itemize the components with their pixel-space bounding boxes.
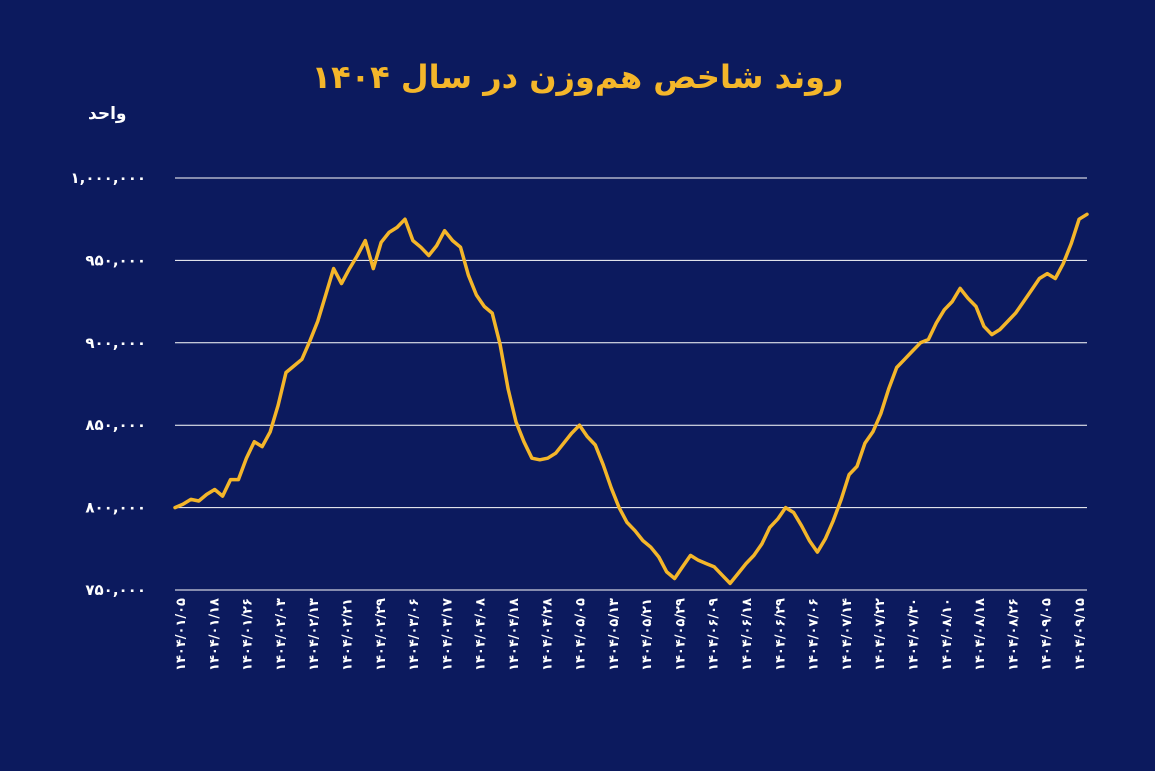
x-tick-label: ۱۴۰۴/۰۴/۱۸ bbox=[507, 598, 522, 671]
grid-lines bbox=[175, 177, 1087, 591]
x-tick-label: ۱۴۰۴/۰۴/۲۸ bbox=[540, 598, 555, 671]
x-tick-label: ۱۴۰۴/۰۷/۱۴ bbox=[840, 598, 855, 671]
x-tick-label: ۱۴۰۴/۰۸/۲۶ bbox=[1006, 598, 1021, 671]
x-tick-label: ۱۴۰۴/۰۴/۰۸ bbox=[474, 598, 489, 671]
y-tick-label: ۸۵۰,۰۰۰ bbox=[85, 416, 146, 434]
y-tick-labels: ۱,۰۰۰,۰۰۰ ۹۵۰,۰۰۰ ۹۰۰,۰۰۰ ۸۵۰,۰۰۰ ۸۰۰,۰۰۰ ۷۵۰… bbox=[71, 169, 146, 599]
y-tick-label: ۷۵۰,۰۰۰ bbox=[85, 581, 146, 599]
x-tick-label: ۱۴۰۴/۰۲/۲۱ bbox=[340, 598, 355, 671]
series-group bbox=[173, 212, 1089, 586]
y-tick-label: ۹۵۰,۰۰۰ bbox=[85, 251, 146, 269]
y-tick-label: ۹۰۰,۰۰۰ bbox=[85, 334, 146, 352]
x-tick-label: ۱۴۰۴/۰۱/۲۶ bbox=[241, 598, 256, 671]
x-tick-label: ۱۴۰۴/۰۸/۱۸ bbox=[973, 598, 988, 671]
y-tick-label: ۱,۰۰۰,۰۰۰ bbox=[71, 169, 146, 187]
x-tick-label: ۱۴۰۴/۰۷/۳۰ bbox=[907, 598, 922, 671]
x-tick-label: ۱۴۰۴/۰۶/۱۸ bbox=[740, 598, 755, 671]
x-tick-label: ۱۴۰۴/۰۸/۱۰ bbox=[940, 598, 955, 671]
x-tick-label: ۱۴۰۴/۰۱/۱۸ bbox=[207, 598, 222, 671]
x-tick-label: ۱۴۰۴/۰۱/۰۵ bbox=[174, 598, 189, 671]
x-tick-label: ۱۴۰۴/۰۳/۱۷ bbox=[440, 598, 455, 671]
x-tick-label: ۱۴۰۴/۰۳/۰۶ bbox=[407, 598, 422, 671]
x-tick-label: ۱۴۰۴/۰۲/۱۳ bbox=[307, 598, 322, 671]
x-tick-label: ۱۴۰۴/۰۵/۰۵ bbox=[574, 598, 589, 671]
y-tick-label: ۸۰۰,۰۰۰ bbox=[85, 499, 146, 517]
x-tick-label: ۱۴۰۴/۰۲/۰۳ bbox=[274, 598, 289, 671]
x-tick-label: ۱۴۰۴/۰۷/۲۲ bbox=[873, 598, 888, 671]
x-tick-label: ۱۴۰۴/۰۶/۰۹ bbox=[707, 598, 722, 671]
x-tick-label: ۱۴۰۴/۰۵/۲۹ bbox=[673, 598, 688, 671]
x-tick-label: ۱۴۰۴/۰۹/۱۵ bbox=[1073, 598, 1088, 671]
series-line-index bbox=[173, 212, 1089, 586]
x-tick-label: ۱۴۰۴/۰۵/۱۳ bbox=[607, 598, 622, 671]
x-tick-label: ۱۴۰۴/۰۶/۲۹ bbox=[773, 598, 788, 671]
x-tick-labels: ۱۴۰۴/۰۱/۰۵ ۱۴۰۴/۰۱/۱۸ ۱۴۰۴/۰۱/۲۶ ۱۴۰۴/۰۲/۰۳… bbox=[174, 598, 1088, 671]
x-tick-label: ۱۴۰۴/۰۵/۲۱ bbox=[640, 598, 655, 671]
x-tick-label: ۱۴۰۴/۰۷/۰۶ bbox=[807, 598, 822, 671]
chart-title: روند شاخص هم‌وزن در سال ۱۴۰۴ bbox=[311, 58, 844, 96]
x-tick-label: ۱۴۰۴/۰۲/۲۹ bbox=[374, 598, 389, 671]
y-axis-unit-label: واحد bbox=[88, 104, 127, 124]
x-tick-label: ۱۴۰۴/۰۹/۰۵ bbox=[1040, 598, 1055, 671]
